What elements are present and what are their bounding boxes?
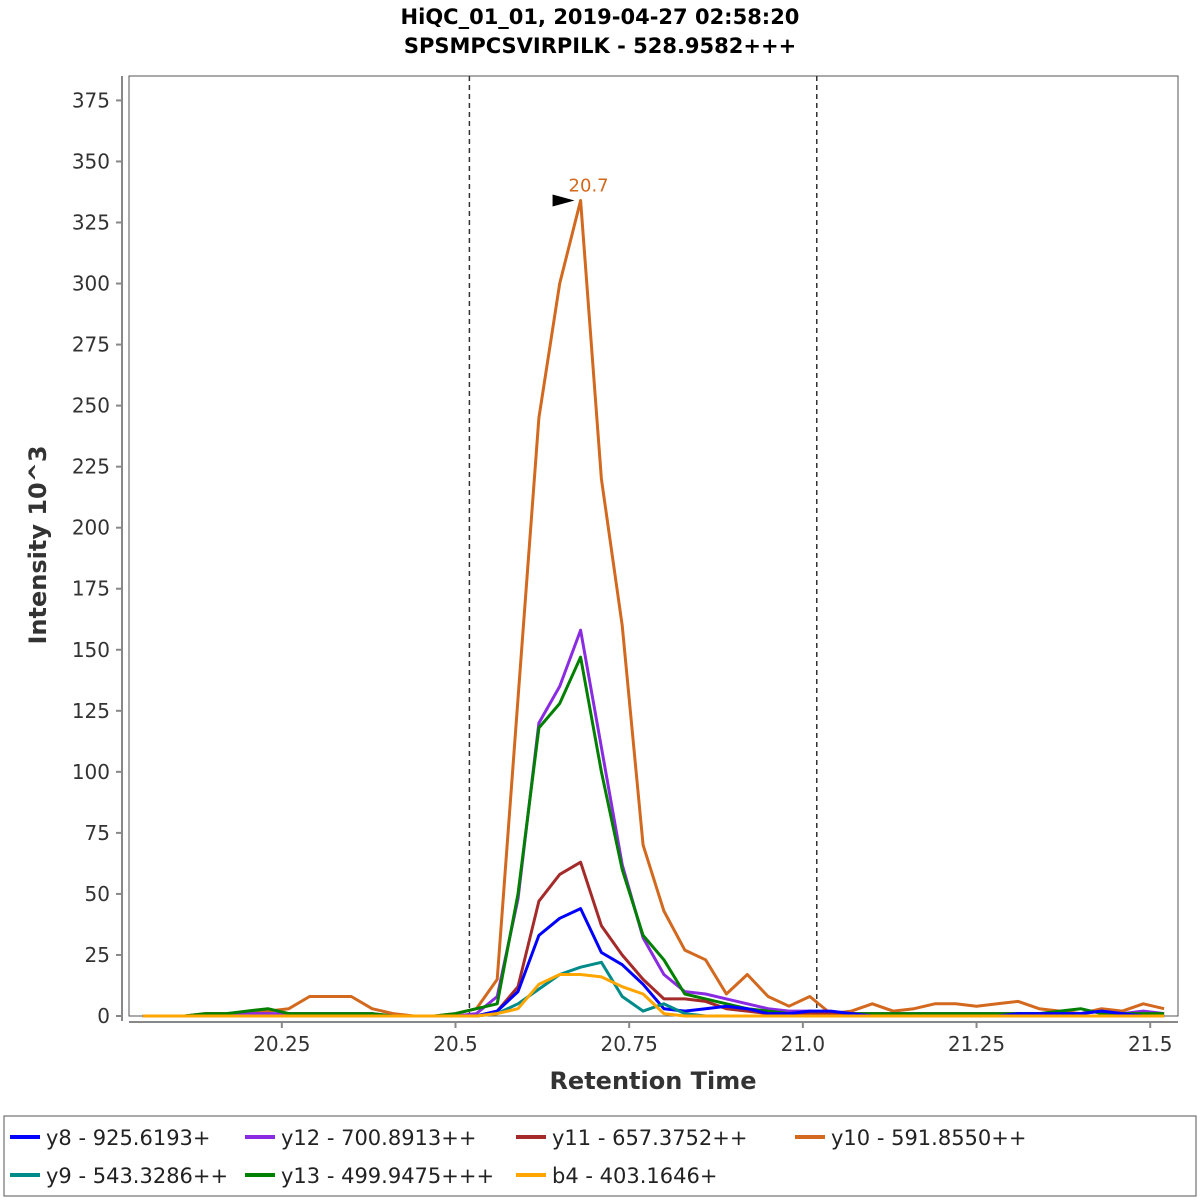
x-tick-label: 20.25 xyxy=(253,1032,310,1056)
legend-box xyxy=(3,1115,1197,1197)
peak-arrow-icon xyxy=(552,194,575,207)
y-tick-label: 125 xyxy=(72,699,110,723)
x-tick-label: 20.5 xyxy=(433,1032,478,1056)
y-tick-label: 200 xyxy=(72,516,110,540)
x-tick-label: 21.0 xyxy=(781,1032,826,1056)
chart-subtitle: SPSMPCSVIRPILK - 528.9582+++ xyxy=(404,34,796,58)
y-tick-label: 25 xyxy=(85,943,110,967)
y-tick-label: 325 xyxy=(72,210,110,234)
peak-label: 20.7 xyxy=(569,176,609,197)
plot-area xyxy=(128,75,1179,1017)
x-tick-label: 21.25 xyxy=(948,1032,1005,1056)
y-tick-label: 300 xyxy=(72,272,110,296)
x-axis: 20.25 20.5 20.75 21.0 21.25 21.5 xyxy=(129,1021,1178,1056)
peak-annotation: 20.7 xyxy=(552,176,609,207)
legend-label: y12 - 700.8913++ xyxy=(281,1126,476,1150)
x-axis-label: Retention Time xyxy=(549,1067,756,1095)
y-tick-label: 0 xyxy=(97,1004,110,1028)
series-lines xyxy=(142,199,1165,1018)
y-tick-label: 225 xyxy=(72,455,110,479)
series-line xyxy=(142,199,1165,1018)
y-tick-label: 50 xyxy=(85,882,110,906)
legend-label: y11 - 657.3752++ xyxy=(552,1126,747,1150)
legend: y8 - 925.6193+ y12 - 700.8913++ y11 - 657.… xyxy=(10,1126,1026,1188)
legend-label: y9 - 543.3286++ xyxy=(46,1164,228,1188)
y-tick-label: 175 xyxy=(72,577,110,601)
x-tick-label: 20.75 xyxy=(601,1032,658,1056)
y-tick-label: 100 xyxy=(72,760,110,784)
y-axis: 0 25 50 75 100 125 150 175 200 225 250 275 300 325 350… xyxy=(72,76,123,1028)
chart-title: HiQC_01_01, 2019-04-27 02:58:20 xyxy=(401,5,800,29)
y-tick-label: 275 xyxy=(72,333,110,357)
series-line xyxy=(142,973,1165,1018)
integration-boundaries xyxy=(468,76,818,1016)
legend-label: y13 - 499.9475+++ xyxy=(281,1164,494,1188)
y-tick-label: 250 xyxy=(72,394,110,418)
y-tick-label: 375 xyxy=(72,88,110,112)
y-tick-label: 75 xyxy=(85,821,110,845)
series-line xyxy=(142,655,1165,1018)
legend-label: b4 - 403.1646+ xyxy=(552,1164,717,1188)
y-tick-label: 150 xyxy=(72,638,110,662)
x-tick-label: 21.5 xyxy=(1128,1032,1173,1056)
y-tick-label: 350 xyxy=(72,149,110,173)
legend-label: y8 - 925.6193+ xyxy=(46,1126,211,1150)
y-axis-label: Intensity 10^3 xyxy=(24,445,52,644)
legend-label: y10 - 591.8550++ xyxy=(831,1126,1026,1150)
